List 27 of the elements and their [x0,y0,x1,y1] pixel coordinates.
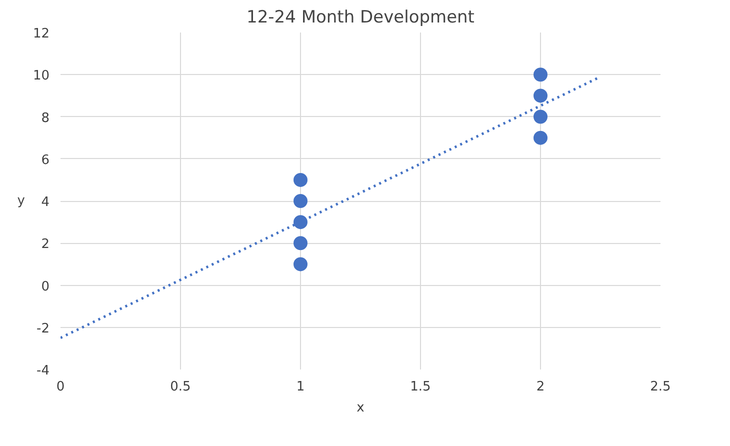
y-tick-label: 8 [41,110,50,126]
y-tick-label: -4 [36,364,50,378]
y-tick-label: 4 [41,195,50,210]
y-tick-label: 2 [41,237,50,252]
y-axis-title: y [17,194,26,208]
x-tick-label: 2.5 [650,380,671,394]
point [294,215,308,230]
point [534,110,548,124]
x-tick-label: 0.5 [170,380,191,394]
point [534,130,548,145]
y-tick-label: 10 [32,68,50,84]
x-tick-label: 2 [536,380,545,394]
x-tick-label: 0 [56,380,65,394]
y-tick-label: 12 [32,26,50,42]
point [534,68,548,82]
point [294,236,308,250]
x-tick-label: 1.5 [410,380,431,394]
point [294,172,308,187]
point [534,88,548,103]
y-tick-label: 0 [41,279,50,294]
point [294,257,308,272]
x-tick-label: 1 [296,380,305,394]
x-axis-title: x [356,400,365,416]
y-tick-label: 6 [41,152,50,168]
point [294,194,308,208]
chart-title: 12-24 Month Development [246,8,475,28]
y-tick-label: -2 [36,321,50,336]
